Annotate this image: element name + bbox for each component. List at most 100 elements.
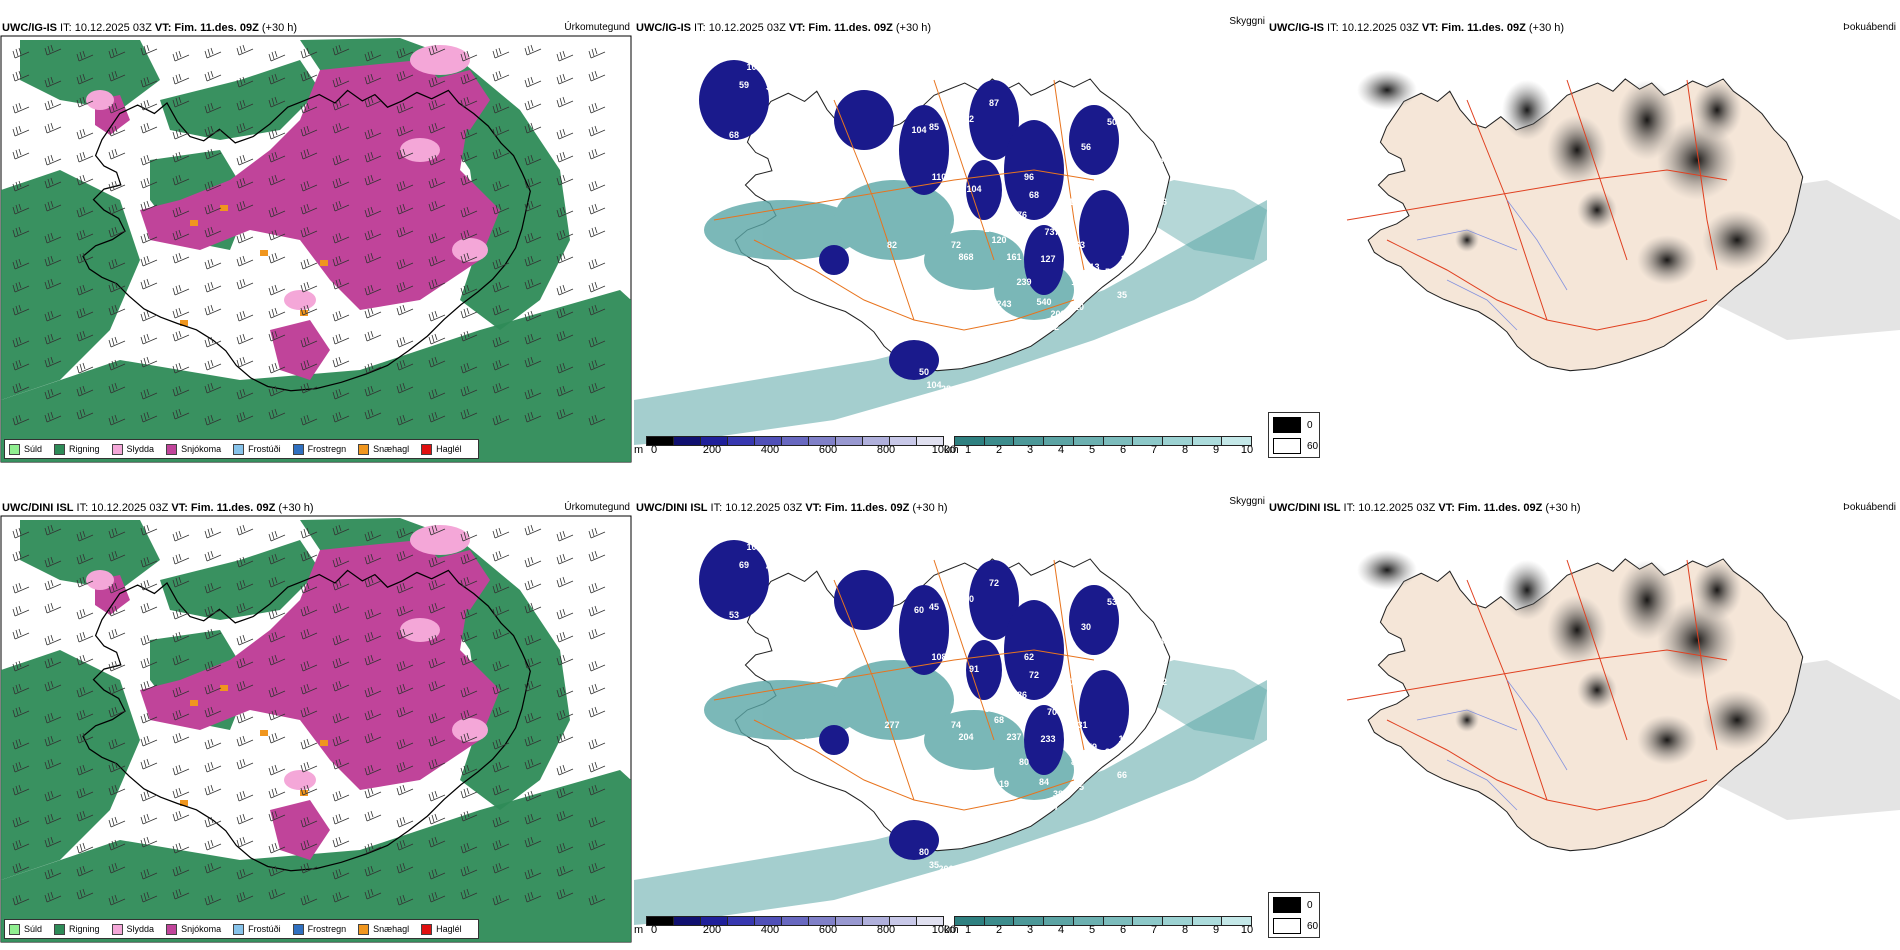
legend-swatch [292, 443, 304, 455]
legend-label: Haglél [436, 924, 462, 934]
visibility-value: 41 [805, 257, 815, 267]
fog-legend-value: 0 [1307, 899, 1313, 911]
visibility-value: 203 [1046, 694, 1061, 704]
legend-item: Snæhagl [358, 923, 409, 935]
legend-label: Frostúði [248, 924, 281, 934]
lead-time: (+30 h) [912, 502, 948, 514]
legend-swatch [166, 443, 178, 455]
colorbar-tick: 1 [964, 444, 972, 456]
visibility-value: 87 [989, 98, 999, 108]
visibility-value: 33 [1139, 222, 1149, 232]
colorbar-tick: 10 [1240, 924, 1254, 936]
visibility-value: 277 [984, 224, 999, 234]
visibility-value: 12 [1049, 322, 1059, 332]
fog-panel-row1: UWC/IG-IS IT: 10.12.2025 03Z VT: Fim. 11… [1267, 0, 1900, 465]
visibility-panel-row2: UWC/DINI ISL IT: 10.12.2025 03Z VT: Fim.… [634, 480, 1267, 945]
lead-time: (+30 h) [1528, 22, 1565, 34]
parameter-label: Þokuábendi [1843, 22, 1896, 33]
colorbar-unit: km [944, 924, 959, 936]
visibility-value: 68 [994, 715, 1004, 725]
visibility-value: 33 [769, 147, 779, 157]
visibility-value: 76 [1017, 210, 1027, 220]
fog-map [1346, 550, 1900, 852]
fog-legend-swatch [1273, 417, 1301, 433]
fog-index-legend: 0 60 [1268, 892, 1320, 938]
vt-label: VT: [788, 22, 809, 34]
legend-swatch [54, 443, 66, 455]
legend-swatch [111, 443, 123, 455]
parameter-label: Úrkomutegund [564, 502, 630, 513]
colorbar-tick: 800 [876, 444, 896, 456]
colorbar-tick: 9 [1212, 444, 1220, 456]
legend-swatch [166, 923, 178, 935]
visibility-value: 84 [1039, 777, 1049, 787]
fog-panel-row2: UWC/DINI ISL IT: 10.12.2025 03Z VT: Fim.… [1267, 480, 1900, 945]
visibility-value: 37 [1129, 137, 1139, 147]
fog-legend-row: 0 [1273, 416, 1319, 434]
valid-time: Fim. 11.des. 09Z [824, 502, 913, 514]
colorbar-tick: 4 [1057, 444, 1065, 456]
colorbar-meters: m 0 200 400 600 800 1000 [634, 436, 956, 456]
legend-label: Rigning [69, 924, 100, 934]
precip-panel-row1: UWC/IG-IS IT: 10.12.2025 03Z VT: Fim. 11… [0, 0, 634, 465]
legend-swatch [421, 923, 433, 935]
visibility-value: 737 [1044, 227, 1059, 237]
colorbar-tick: 0 [650, 924, 658, 936]
legend-label: Rigning [69, 444, 100, 454]
visibility-value: 72 [989, 578, 999, 588]
parameter-label: Skyggni [1229, 16, 1265, 27]
visibility-value: 107 [766, 627, 781, 637]
colorbar-tick: 400 [760, 444, 780, 456]
legend-swatch [54, 923, 66, 935]
fog-legend-row: 0 [1273, 896, 1319, 914]
colorbar-unit: m [634, 444, 644, 456]
visibility-value: 19 [999, 779, 1009, 789]
legend-swatch [111, 923, 123, 935]
precip-legend: Súld Rigning Slydda Snjókoma Frostúði Frostre… [4, 439, 479, 459]
parameter-label: Úrkomutegund [564, 22, 630, 33]
visibility-value: 68 [729, 130, 739, 140]
colorbar-tick: 600 [818, 924, 838, 936]
legend-item: Slydda [111, 923, 154, 935]
visibility-panel-row1: UWC/IG-IS IT: 10.12.2025 03Z VT: Fim. 11… [634, 0, 1267, 465]
colorbar-tick: 800 [876, 924, 896, 936]
model-name: UWC/DINI ISL [2, 502, 74, 514]
vt-label: VT: [1421, 22, 1442, 34]
visibility-value: 58 [1105, 267, 1115, 277]
panel-title: UWC/DINI ISL IT: 10.12.2025 03Z VT: Fim.… [2, 502, 314, 514]
fog-legend-row: 60 [1273, 917, 1319, 935]
valid-time: Fim. 11.des. 09Z [1457, 502, 1546, 514]
visibility-value: 35 [1117, 290, 1127, 300]
visibility-value: 202 [1050, 309, 1065, 319]
visibility-value: 74 [951, 720, 961, 730]
fog-map [1346, 70, 1900, 372]
vt-label: VT: [171, 502, 191, 514]
visibility-value: 80 [919, 847, 929, 857]
visibility-value: 35 [929, 860, 939, 870]
legend-swatch [421, 443, 433, 455]
visibility-value: 38 [766, 82, 776, 92]
visibility-value: 80 [1019, 757, 1029, 767]
model-name: UWC/IG-IS [1269, 22, 1324, 34]
visibility-value: 31 [1105, 747, 1115, 757]
fog-legend-row: 60 [1273, 437, 1319, 455]
colorbar-tick: 400 [760, 924, 780, 936]
visibility-map: 108 69 41 67 53 107 60 45 80 72 50 53 30 37 38 108 91 62 7… [634, 540, 1267, 925]
colorbar-km: km 1 2 3 4 5 6 7 8 9 10 [944, 916, 1254, 936]
lead-time: (+30 h) [895, 22, 932, 34]
visibility-value: 69 [739, 560, 749, 570]
visibility-value: 250 [1058, 677, 1073, 687]
visibility-value: 45 [929, 602, 939, 612]
valid-time: Fim. 11.des. 09Z [808, 22, 896, 34]
visibility-value: 31 [1121, 254, 1131, 264]
visibility-value: 204 [958, 732, 973, 742]
panel-title: UWC/IG-IS IT: 10.12.2025 03Z VT: Fim. 11… [636, 22, 931, 34]
visibility-value: 43 [939, 827, 949, 837]
legend-swatch [233, 923, 245, 935]
model-name: UWC/IG-IS [2, 22, 57, 34]
fog-legend-value: 60 [1307, 920, 1319, 932]
visibility-value: 86 [1017, 690, 1027, 700]
colorbar-tick: 5 [1088, 924, 1096, 936]
visibility-value: 868 [958, 252, 973, 262]
lead-time: (+30 h) [1545, 502, 1581, 514]
